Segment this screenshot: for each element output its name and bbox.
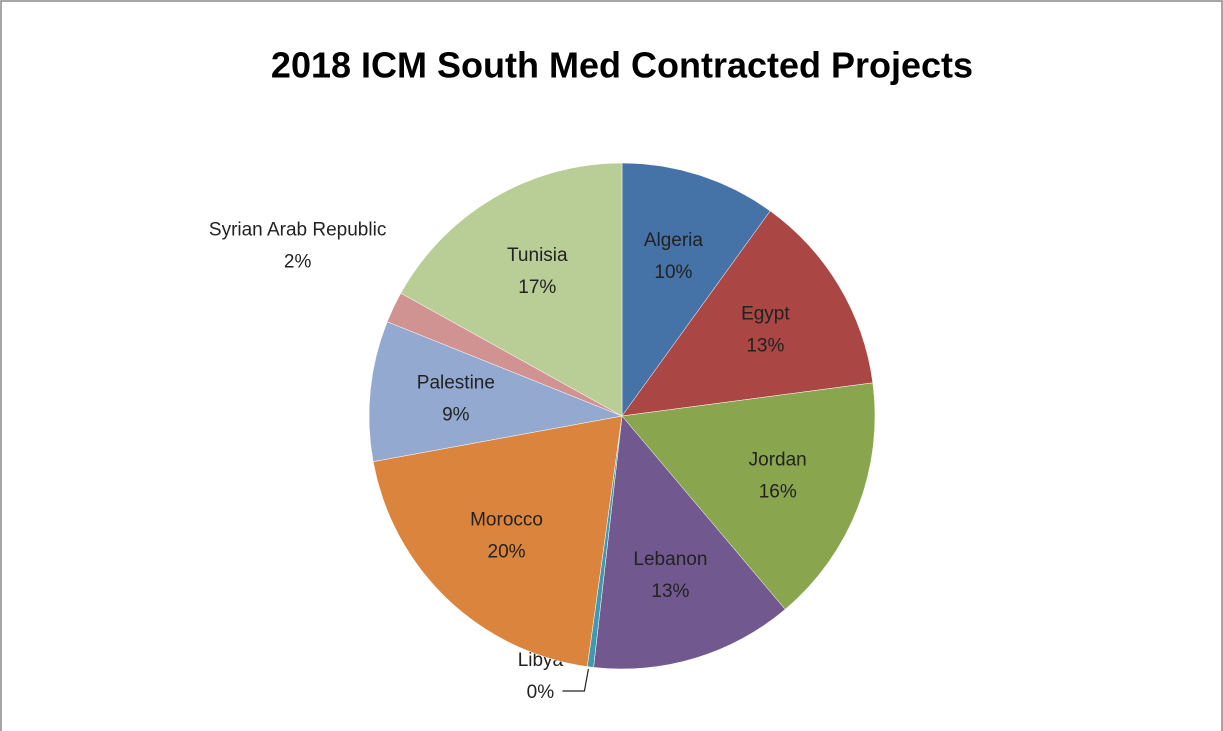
slice-label: Jordan [749,449,807,470]
slice-label: Morocco [470,510,543,531]
pie-slice [368,321,623,462]
slice-label: Algeria [644,230,704,251]
slice-label: Lebanon [633,549,707,570]
leader-line [562,668,590,692]
pie-slice [400,162,623,417]
slice-value-label: 0% [527,682,555,703]
slice-value-label: 20% [488,542,526,563]
slice-label: Syrian Arab Republic [209,220,386,241]
pie-slice [621,210,874,417]
slice-label: Egypt [741,303,790,324]
slice-label: Tunisia [507,245,568,266]
pie-slice [621,382,876,610]
slice-value-label: 16% [759,481,797,502]
slice-value-label: 17% [518,277,556,298]
pie-slice [621,162,771,417]
slice-value-label: 10% [654,262,692,283]
pie-slice [372,415,623,667]
chart-title: 2018 ICM South Med Contracted Projects [271,45,973,86]
slice-label: Palestine [417,372,495,393]
pie-slice [593,415,786,670]
slice-value-label: 13% [651,581,689,602]
slice-value-label: 13% [746,335,784,356]
slice-value-label: 2% [284,252,312,273]
slice-value-label: 9% [442,404,470,425]
